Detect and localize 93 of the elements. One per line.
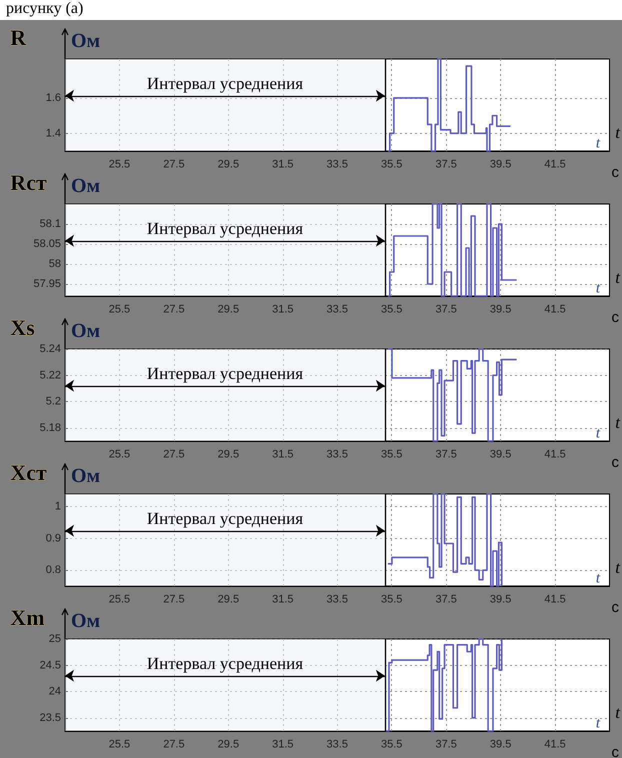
x-tick-label: 35.5 [380, 158, 402, 170]
annotation: t [596, 426, 601, 442]
x-tick-label: 31.5 [272, 738, 294, 750]
x-tick-label: 41.5 [544, 738, 566, 750]
y-tick-label: 58 [48, 258, 61, 270]
x-tick-label: 25.5 [108, 304, 130, 316]
y-tick-label: 5.18 [40, 422, 61, 434]
y-axis-title: Ом [71, 175, 100, 197]
x-axis-title: c [612, 599, 620, 616]
x-tick-label: 27.5 [163, 448, 185, 460]
chart-title: Rст [10, 170, 47, 195]
y-axis-title: Ом [71, 610, 100, 632]
text: t [615, 413, 622, 432]
x-tick-label: 39.5 [490, 738, 512, 750]
x-tick-label: 39.5 [490, 158, 512, 170]
text: t [615, 123, 622, 142]
x-tick-label: 25.5 [108, 738, 130, 750]
x-tick-label: 29.5 [218, 448, 240, 460]
x-tick-label: 27.5 [163, 304, 185, 316]
chart-title: Xs [10, 314, 36, 340]
y-tick-label: 5.22 [40, 369, 61, 382]
x-axis-title: c [612, 164, 620, 181]
x-tick-label: 33.5 [326, 448, 348, 460]
annotation: t [596, 570, 601, 586]
y-tick-label: 1.4 [46, 127, 61, 140]
text: рисунку (а) [6, 0, 84, 18]
x-tick-label: 41.5 [544, 158, 566, 170]
x-tick-label: 31.5 [272, 594, 294, 606]
x-axis-title: c [612, 454, 620, 471]
x-tick-label: 35.5 [380, 738, 402, 750]
y-axis-title: Ом [71, 30, 100, 52]
text: t [615, 703, 622, 722]
y-tick-label: 57.95 [33, 278, 61, 290]
y-tick-label: 5.2 [46, 396, 61, 408]
x-tick-label: 39.5 [490, 448, 512, 460]
x-tick-label: 33.5 [326, 158, 348, 170]
x-tick-label: 39.5 [490, 594, 512, 606]
x-tick-label: 27.5 [163, 594, 185, 606]
chart-title: Xст [10, 460, 47, 485]
y-tick-label: 0.8 [46, 564, 61, 576]
x-tick-label: 37.5 [435, 448, 457, 460]
band-label: Интервал усреднения [146, 364, 304, 383]
x-tick-label: 31.5 [272, 304, 294, 316]
x-tick-label: 33.5 [326, 304, 348, 316]
x-axis-title: c [612, 309, 620, 326]
band-label: Интервал усреднения [146, 218, 304, 238]
y-tick-label: 24 [48, 686, 61, 698]
y-tick-label: 1.6 [46, 92, 61, 104]
x-tick-label: 25.5 [108, 448, 130, 460]
annotation: t [596, 716, 601, 732]
text: t [615, 268, 622, 287]
x-tick-label: 41.5 [544, 448, 566, 460]
annotation: t [596, 136, 601, 152]
x-tick-label: 31.5 [272, 158, 294, 170]
y-tick-label: 5.24 [40, 343, 61, 355]
x-axis-title: c [612, 744, 620, 758]
x-tick-label: 41.5 [544, 304, 566, 316]
y-tick-label: 0.9 [46, 532, 61, 544]
y-tick-label: 24.5 [40, 659, 61, 672]
x-tick-label: 25.5 [108, 594, 130, 606]
x-tick-label: 39.5 [490, 304, 512, 316]
x-tick-label: 27.5 [163, 158, 185, 170]
x-tick-label: 37.5 [435, 738, 457, 750]
y-tick-label: 23.5 [40, 712, 61, 724]
y-axis-title: Ом [71, 465, 100, 487]
x-tick-label: 37.5 [435, 304, 457, 316]
x-tick-label: 37.5 [435, 158, 457, 170]
x-tick-label: 35.5 [380, 448, 402, 460]
y-tick-label: 25 [48, 633, 61, 645]
band-label: Интервал усреднения [146, 508, 304, 528]
y-tick-label: 58.05 [33, 238, 61, 250]
chart-title: R [10, 24, 28, 50]
x-tick-label: 29.5 [218, 158, 240, 170]
x-tick-label: 35.5 [380, 594, 402, 606]
y-tick-label: 58.1 [40, 218, 61, 230]
x-tick-label: 25.5 [108, 158, 130, 170]
x-tick-label: 31.5 [272, 448, 294, 460]
x-tick-label: 37.5 [435, 594, 457, 606]
annotation: t [596, 280, 601, 296]
band-label: Интервал усреднения [146, 654, 304, 673]
y-axis-title: Ом [71, 320, 100, 342]
text: t [615, 558, 622, 577]
x-tick-label: 29.5 [218, 738, 240, 750]
y-tick-label: 1 [54, 500, 61, 513]
x-tick-label: 41.5 [544, 594, 566, 606]
x-tick-label: 33.5 [326, 738, 348, 750]
x-tick-label: 35.5 [380, 304, 402, 316]
chart-title: Xm [10, 604, 45, 630]
x-tick-label: 29.5 [218, 594, 240, 606]
x-tick-label: 33.5 [326, 594, 348, 606]
band-label: Интервал усреднения [146, 74, 304, 93]
x-tick-label: 29.5 [218, 304, 240, 316]
x-tick-label: 27.5 [163, 738, 185, 750]
